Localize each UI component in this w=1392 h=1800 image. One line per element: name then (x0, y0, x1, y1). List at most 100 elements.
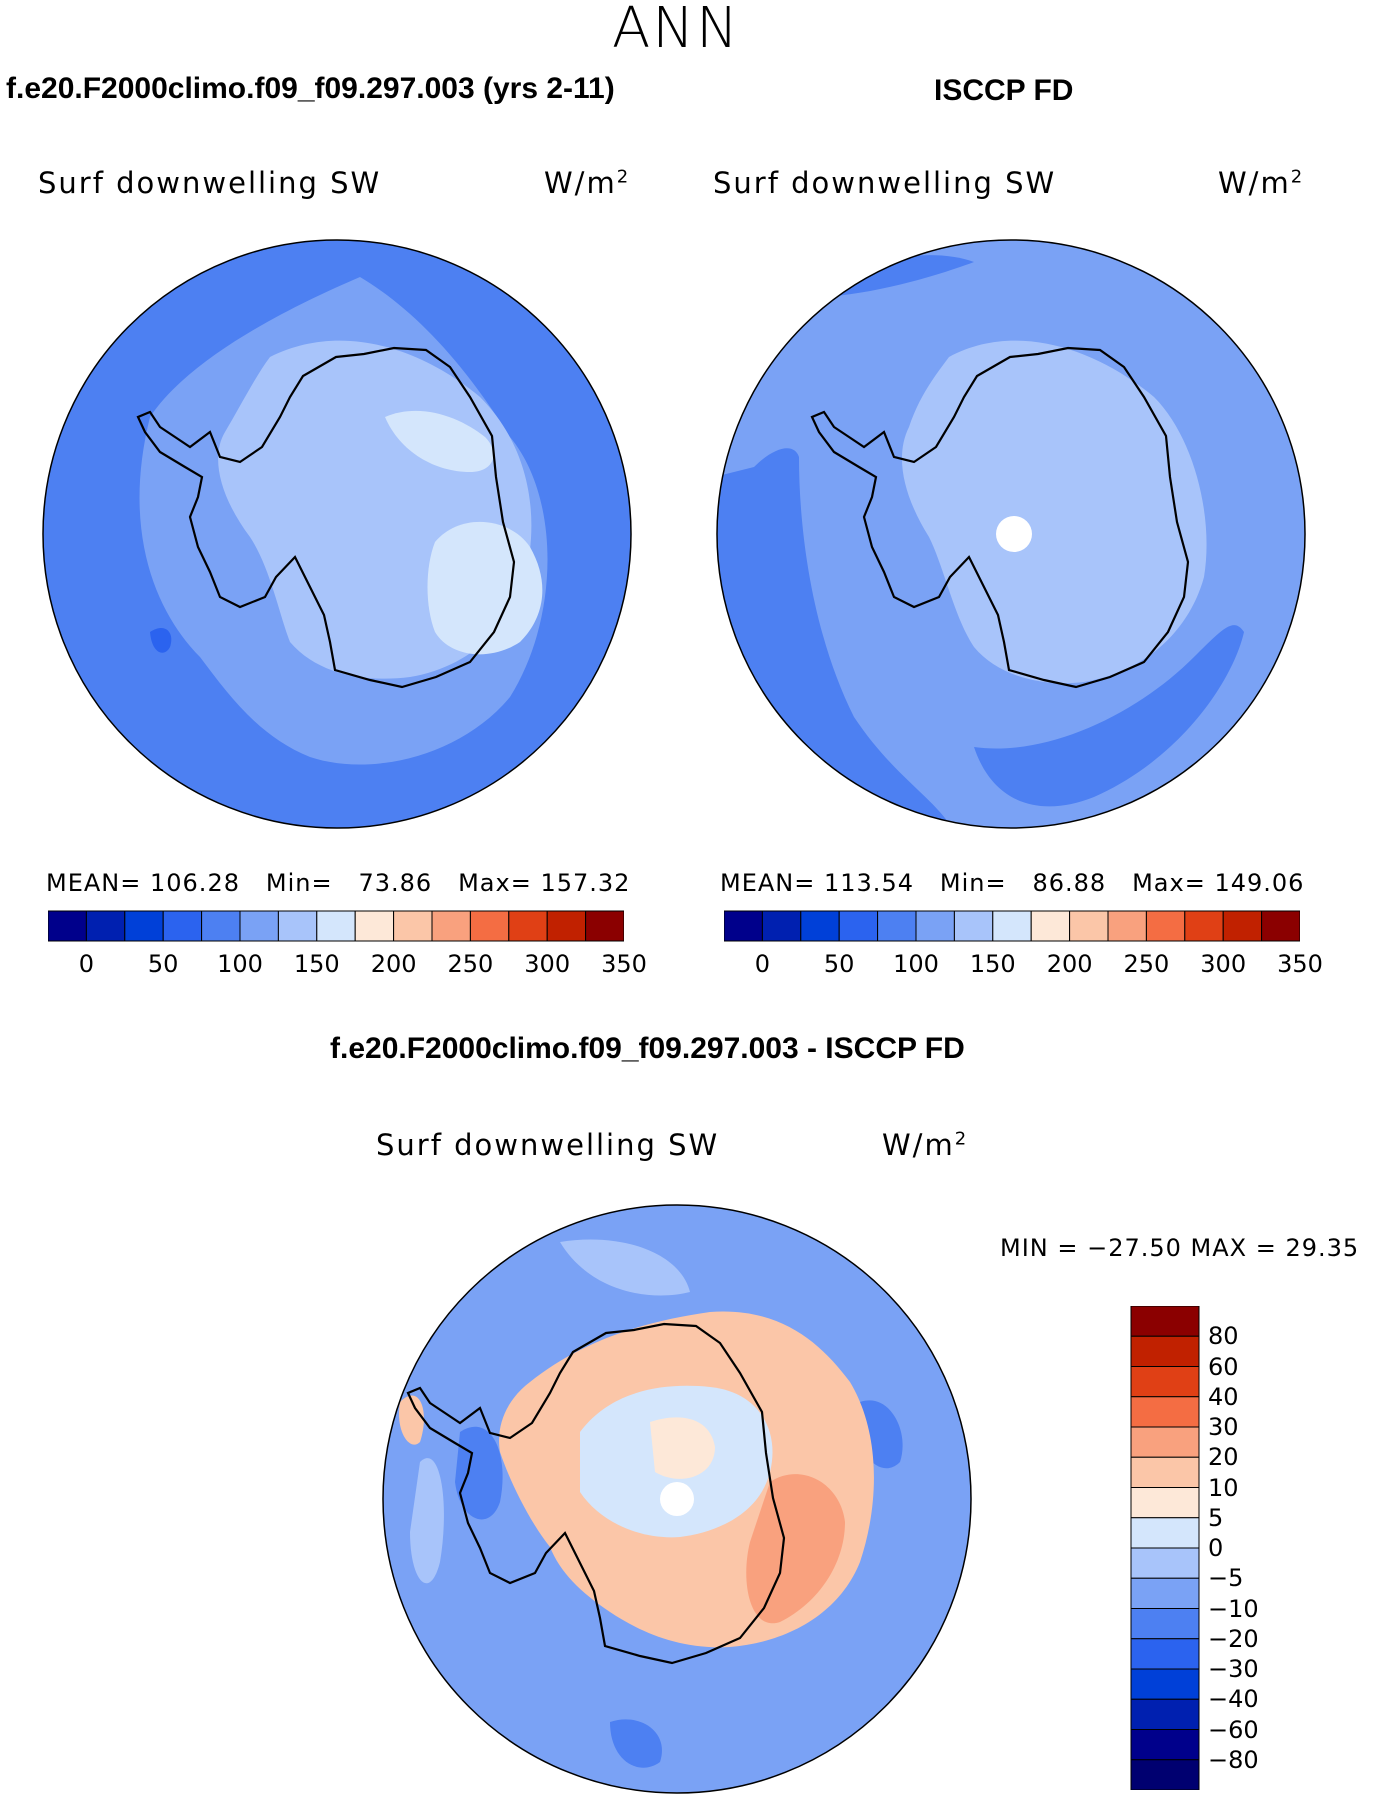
model-colorbar-box (124, 910, 164, 942)
diff-antarctica-coastline (406, 1322, 786, 1665)
diff-patch-north (560, 1239, 690, 1296)
model-min-value: 73.86 (358, 869, 433, 897)
obs-min-value: 86.88 (1032, 869, 1107, 897)
obs-min-label: Min= (939, 869, 1007, 897)
obs-colorbar-box (953, 910, 994, 942)
obs-colorbar-tick-label: 0 (754, 950, 771, 978)
model-plateau-high-a (385, 410, 494, 472)
diff-near-zero-patch (650, 1417, 715, 1479)
diff-colorbar-tick-label: 20 (1208, 1443, 1239, 1472)
obs-continent-field (901, 340, 1207, 684)
diff-colorbar-tick-label: 0 (1208, 1534, 1224, 1562)
diff-low-patch-south (610, 1719, 662, 1768)
model-colorbar-tick-label: 350 (601, 950, 647, 978)
obs-low-band-east (974, 625, 1244, 807)
diff-missing-pole-disk (660, 1482, 694, 1516)
diff-colorbar-box (1130, 1547, 1200, 1579)
obs-colorbar-box (800, 910, 840, 942)
obs-mean-label: MEAN= (720, 869, 816, 897)
obs-colorbar-box (1222, 910, 1263, 942)
diff-colorbar-tick-label: −20 (1208, 1624, 1259, 1653)
diff-colorbar-box (1130, 1577, 1200, 1609)
model-colorbar-tick-label: 150 (293, 950, 340, 978)
model-colorbar-box (316, 910, 356, 942)
model-low-patch (150, 627, 172, 653)
diff-colorbar-tick-label: −10 (1208, 1594, 1259, 1623)
obs-colorbar-tick-label: 100 (893, 950, 939, 978)
diff-colorbar-tick-label: −40 (1208, 1685, 1259, 1714)
model-colorbar-box (85, 910, 126, 942)
diff-variable-label: Surf downwelling SW (376, 1128, 720, 1162)
obs-max-value: 149.06 (1214, 869, 1305, 897)
obs-colorbar-box (1261, 910, 1300, 942)
diff-warm-patch-west (399, 1395, 424, 1445)
obs-colorbar-tick-label: 300 (1200, 950, 1247, 978)
diff-colorbar-tick-label: 5 (1208, 1503, 1224, 1532)
model-map-border (42, 239, 632, 829)
obs-variable-label: Surf downwelling SW (713, 166, 1057, 200)
model-colorbar-box (162, 910, 203, 942)
diff-colorbar-box (1130, 1608, 1200, 1640)
diff-colorbar-tick-label: 80 (1208, 1322, 1239, 1351)
model-colorbar-box (431, 910, 471, 942)
obs-colorbar-box (724, 910, 763, 942)
diff-colorbar-tick-label: −5 (1208, 1564, 1244, 1593)
diff-colorbar-tick-label: 60 (1208, 1352, 1239, 1381)
diff-colorbar-box (1130, 1759, 1200, 1790)
obs-colorbar-box (1107, 910, 1147, 942)
obs-colorbar-box (992, 910, 1032, 942)
diff-colorbar-box (1130, 1335, 1200, 1367)
model-colorbar-box (201, 910, 241, 942)
obs-missing-pole-disk (996, 516, 1032, 552)
diff-colorbar-ticks: 80 60 40 30 20 10 5 0 −5 −10 −20 −30 −40 −60 −80 (1206, 1306, 1286, 1790)
model-colorbar-box (469, 910, 510, 942)
model-colorbar-tick-label: 50 (147, 950, 179, 978)
model-mean-label: MEAN= (46, 869, 142, 897)
diff-map-border (382, 1204, 972, 1794)
model-colorbar-tick-label: 100 (217, 950, 263, 978)
obs-colorbar-box (1030, 910, 1071, 942)
model-min-label: Min= (265, 869, 333, 897)
diff-units-label: W/m2 (882, 1128, 969, 1162)
model-colorbar-box (277, 910, 318, 942)
obs-colorbar-box (761, 910, 802, 942)
obs-colorbar (724, 910, 1300, 942)
model-max-label: Max= (458, 869, 532, 897)
diff-colorbar-tick-label: −30 (1208, 1655, 1259, 1683)
model-antarctica-coastline (136, 346, 516, 689)
model-colorbar-ticks: 0 50 100 150 200 250 300 350 (48, 950, 647, 984)
diff-colorbar-tick-label: 30 (1208, 1413, 1239, 1441)
obs-colorbar-tick-label: 50 (823, 950, 855, 978)
diff-colorbar-tick-label: 10 (1208, 1473, 1239, 1502)
diff-warm-patch-east (746, 1474, 845, 1624)
obs-polar-map (716, 239, 1306, 829)
obs-mean-value: 113.54 (824, 869, 914, 897)
model-mean-value: 106.28 (150, 869, 240, 897)
model-colorbar-box (546, 910, 587, 942)
diff-polar-map (382, 1204, 972, 1794)
diff-colorbar-box (1130, 1729, 1200, 1761)
diff-patch-west (410, 1458, 444, 1584)
obs-map-border (716, 239, 1306, 829)
obs-colorbar-box (915, 910, 955, 942)
model-case-title: f.e20.F2000climo.f09_f09.297.003 (yrs 2-… (6, 72, 615, 105)
obs-colorbar-ticks: 0 50 100 150 200 250 300 350 (724, 950, 1323, 984)
diff-colorbar-tick-label: −60 (1208, 1715, 1259, 1744)
model-colorbar-box (48, 910, 87, 942)
diff-colorbar-box (1130, 1306, 1200, 1337)
obs-low-patch-north (814, 255, 974, 297)
diff-colorbar-box (1130, 1517, 1200, 1549)
diff-colorbar-box (1130, 1396, 1200, 1428)
diff-colorbar-tick-label: 40 (1208, 1382, 1239, 1411)
diff-colorbar-box (1130, 1698, 1200, 1730)
model-colorbar-box (585, 910, 624, 942)
obs-colorbar-tick-label: 350 (1277, 950, 1323, 978)
obs-antarctica-coastline (810, 346, 1190, 689)
diff-stats: MIN = −27.50 MAX = 29.35 (1000, 1234, 1360, 1262)
obs-max-label: Max= (1132, 869, 1206, 897)
diff-colorbar-box (1130, 1487, 1200, 1519)
obs-units-label: W/m2 (1218, 166, 1305, 200)
model-colorbar-box (239, 910, 279, 942)
model-colorbar-tick-label: 300 (524, 950, 571, 978)
model-variable-label: Surf downwelling SW (38, 166, 382, 200)
